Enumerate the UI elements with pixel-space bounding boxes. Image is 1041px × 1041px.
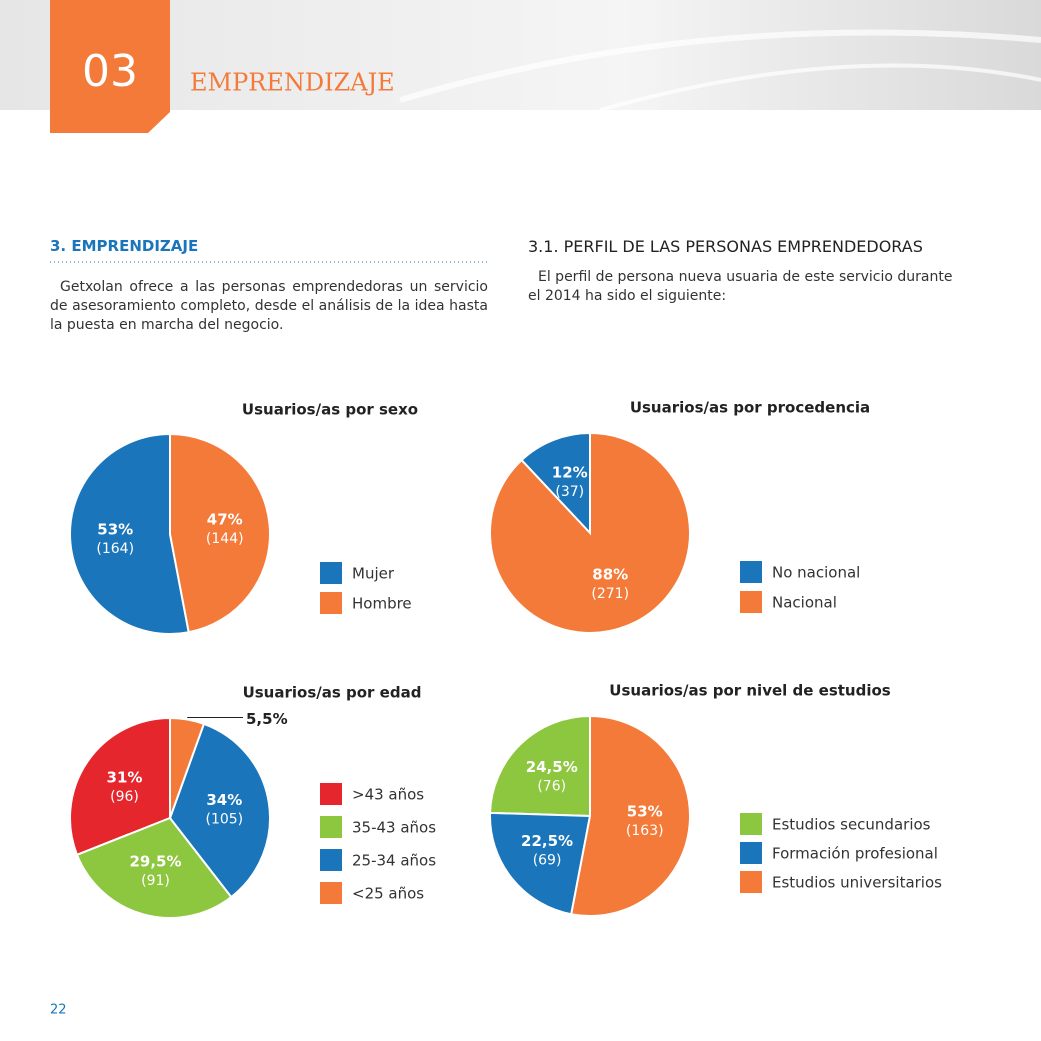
value-label: 5,5% xyxy=(246,710,288,728)
legend-swatch xyxy=(320,562,342,584)
value-label: 34% xyxy=(206,791,242,809)
pie-slice xyxy=(69,716,171,857)
chart-title: Usuarios/as por edad xyxy=(243,684,422,702)
count-label: (91) xyxy=(141,873,170,889)
swoosh xyxy=(599,63,1041,112)
count-label: (105) xyxy=(205,811,243,827)
pie-slice xyxy=(169,432,271,634)
legend-label: No nacional xyxy=(772,564,860,582)
chart-title: Usuarios/as por sexo xyxy=(242,401,418,419)
legend-swatch xyxy=(320,882,342,904)
legend-label: Nacional xyxy=(772,594,837,612)
value-label: 12% xyxy=(552,463,588,481)
chapter-title: EMPRENDIZAJE xyxy=(190,69,395,97)
legend-label: 35-43 años xyxy=(352,819,436,837)
legend-label: 25-34 años xyxy=(352,852,436,870)
pie-slice xyxy=(570,714,691,917)
count-label: (76) xyxy=(537,779,566,795)
legend-label: Estudios universitarios xyxy=(772,874,942,892)
swoosh xyxy=(399,29,1041,103)
chapter-box xyxy=(50,0,170,133)
count-label: (37) xyxy=(555,484,584,500)
pie-slice xyxy=(168,722,271,899)
section-heading: 3.1. PERFIL DE LAS PERSONAS EMPRENDEDORA… xyxy=(528,237,923,256)
value-label: 31% xyxy=(107,769,143,787)
paragraph: Getxolan ofrece a las personas emprended… xyxy=(50,279,488,333)
legend-swatch xyxy=(740,842,762,864)
count-label: (163) xyxy=(626,823,664,839)
legend-label: <25 años xyxy=(352,885,424,903)
value-label: 53% xyxy=(97,521,133,539)
pie-slice xyxy=(489,811,592,916)
pie-slice xyxy=(169,716,206,819)
count-label: (69) xyxy=(533,852,562,868)
legend-swatch xyxy=(320,592,342,614)
value-label: 47% xyxy=(207,510,243,528)
legend-label: Formación profesional xyxy=(772,845,938,863)
value-label: 22,5% xyxy=(521,832,573,850)
legend-label: Estudios secundarios xyxy=(772,816,931,834)
legend-swatch xyxy=(740,871,762,893)
value-label: 24,5% xyxy=(526,758,578,776)
pie-slice xyxy=(75,816,233,919)
value-label: 29,5% xyxy=(129,853,181,871)
pie-slice xyxy=(489,431,691,634)
legend-swatch xyxy=(740,591,762,613)
pie-slice xyxy=(69,432,190,635)
pie-slice xyxy=(520,431,591,536)
value-label: 88% xyxy=(592,566,628,584)
count-label: (144) xyxy=(206,531,244,547)
pie-slice xyxy=(489,714,591,818)
page-number: 22 xyxy=(50,1003,67,1018)
chart-title: Usuarios/as por nivel de estudios xyxy=(609,682,890,700)
legend-label: Hombre xyxy=(352,595,412,613)
count-label: (271) xyxy=(591,586,629,602)
header-band xyxy=(0,0,1041,110)
paragraph: El perfil de persona nueva usuaria de es… xyxy=(528,269,953,304)
chapter-number: 03 xyxy=(82,46,138,97)
legend-swatch xyxy=(740,561,762,583)
section-heading: 3. EMPRENDIZAJE xyxy=(50,237,199,255)
legend-swatch xyxy=(320,783,342,805)
legend-swatch xyxy=(320,816,342,838)
count-label: (164) xyxy=(96,541,134,557)
legend-swatch xyxy=(740,813,762,835)
legend-label: >43 años xyxy=(352,786,424,804)
legend-label: Mujer xyxy=(352,565,395,583)
chart-title: Usuarios/as por procedencia xyxy=(630,399,870,417)
legend-swatch xyxy=(320,849,342,871)
count-label: (96) xyxy=(110,789,139,805)
value-label: 53% xyxy=(627,803,663,821)
